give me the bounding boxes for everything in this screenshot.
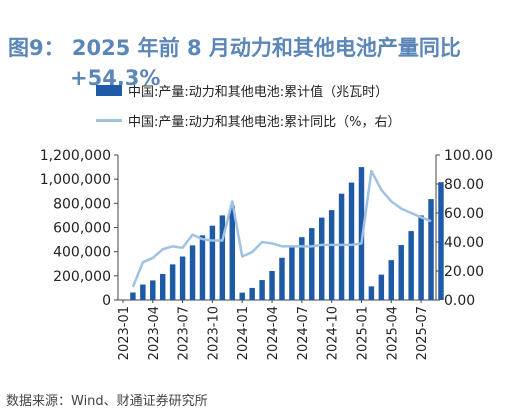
- x-tick-label: 2023-10: [206, 306, 221, 360]
- x-tick-label: 2023-04: [147, 306, 162, 360]
- bar: [199, 235, 206, 300]
- legend-line-label: 中国:产量:动力和其他电池:累计同比（%，右）: [128, 114, 401, 130]
- bar: [418, 215, 424, 300]
- x-tick-label: 2024-01: [236, 306, 251, 360]
- bar: [189, 245, 196, 300]
- right-tick-label: 40.00: [444, 235, 484, 251]
- right-tick-label: 80.00: [444, 177, 484, 193]
- bar: [219, 215, 226, 300]
- title-line1: 图9： 2025 年前 8 月动力和其他电池产量同比: [8, 36, 461, 60]
- x-tick-label: 2025-07: [415, 306, 430, 360]
- x-tick-label: 2025-04: [385, 306, 400, 360]
- bar: [318, 217, 325, 300]
- bar: [368, 286, 375, 300]
- bar: [150, 280, 156, 300]
- bar: [309, 228, 315, 300]
- x-tick-label: 2024-07: [296, 306, 311, 360]
- x-tick-label: 2023-01: [117, 306, 132, 360]
- right-tick-label: 100.00: [444, 148, 493, 164]
- bar: [328, 210, 335, 300]
- bar: [140, 284, 146, 300]
- x-tick-label: 2023-07: [177, 306, 192, 360]
- right-tick-label: 0.00: [444, 293, 475, 309]
- legend-bar-swatch: [96, 84, 122, 96]
- x-tick-label: 2024-04: [266, 306, 281, 360]
- source-note: 数据来源：Wind、财通证券研究所: [6, 394, 208, 409]
- left-tick-label: 800,000: [53, 196, 111, 212]
- x-tick-label: 2024-10: [326, 306, 341, 360]
- bar: [159, 274, 166, 300]
- legend-item-bar: 中国:产量:动力和其他电池:累计值（兆瓦时）: [96, 82, 389, 100]
- left-tick-label: 1,000,000: [40, 172, 111, 188]
- legend-item-line: 中国:产量:动力和其他电池:累计同比（%，右）: [96, 112, 401, 130]
- right-tick-label: 60.00: [444, 206, 484, 222]
- bar: [179, 256, 186, 300]
- bar: [438, 182, 444, 300]
- bar: [408, 231, 414, 300]
- bar: [378, 274, 385, 300]
- bar: [358, 167, 365, 300]
- left-tick-label: 0: [102, 293, 111, 309]
- left-tick-label: 200,000: [53, 269, 111, 285]
- bar: [169, 264, 176, 300]
- bar: [338, 193, 345, 300]
- bar: [269, 271, 275, 300]
- chart-title: 图9： 2025 年前 8 月动力和其他电池产量同比 +54.3%: [8, 3, 508, 123]
- bar: [388, 260, 395, 300]
- bar: [229, 205, 236, 300]
- x-tick-label: 2025-01: [355, 306, 370, 360]
- bar: [289, 246, 295, 300]
- bar: [130, 292, 136, 300]
- bar: [428, 199, 434, 300]
- bar: [348, 182, 355, 300]
- line-series: [131, 169, 432, 288]
- bar: [209, 225, 216, 300]
- bar: [299, 237, 305, 300]
- bar: [398, 245, 404, 300]
- bar: [259, 280, 265, 300]
- legend-bar-label: 中国:产量:动力和其他电池:累计值（兆瓦时）: [128, 84, 389, 100]
- left-tick-label: 400,000: [53, 245, 111, 261]
- left-tick-label: 1,200,000: [40, 148, 111, 164]
- bar: [279, 257, 285, 300]
- right-tick-label: 20.00: [444, 264, 484, 280]
- left-tick-label: 600,000: [53, 221, 111, 237]
- bar: [239, 292, 245, 300]
- bar: [249, 287, 255, 300]
- legend-line-swatch: [96, 118, 122, 122]
